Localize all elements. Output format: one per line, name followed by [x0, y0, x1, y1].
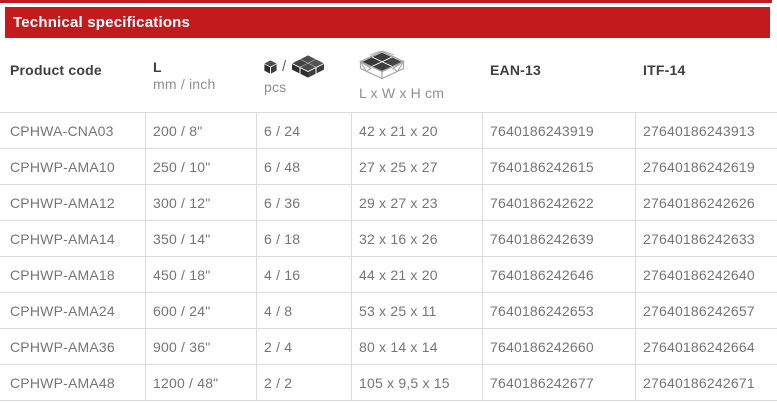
ean13-label: EAN-13 [490, 62, 541, 78]
cube-icon [264, 59, 277, 74]
cell-product-code: CPHWP-AMA36 [0, 329, 146, 364]
cell-length: 250 / 10" [146, 149, 257, 184]
itf14-label: ITF-14 [643, 62, 686, 78]
column-header-pcs: / pcs [257, 38, 352, 112]
cell-itf14: 27640186242640 [643, 266, 755, 283]
cell-ean13: 7640186242615 [483, 149, 636, 184]
cell-ean13: 7640186242622 [483, 185, 636, 220]
carton-icon-wrap: L x W x H cm [359, 49, 483, 101]
cell-length: 600 / 24" [146, 293, 257, 328]
table-row: CPHWP-AMA24 600 / 24" 4 / 8 53 x 25 x 11… [0, 293, 777, 329]
table-row: CPHWP-AMA14 350 / 14" 6 / 18 32 x 16 x 2… [0, 221, 777, 257]
cell-product-code: CPHWA-CNA03 [0, 113, 146, 148]
length-label: L [153, 58, 162, 75]
cell-dimensions: 105 x 9,5 x 15 [352, 365, 483, 400]
open-box-icon [359, 49, 405, 84]
cell-product-code: CPHWP-AMA14 [0, 221, 146, 256]
table-row: CPHWP-AMA10 250 / 10" 6 / 48 27 x 25 x 2… [0, 149, 777, 185]
cell-ean13: 7640186242660 [483, 329, 636, 364]
cell-ean13: 7640186242646 [483, 257, 636, 292]
cell-itf14: 27640186242657 [643, 302, 755, 319]
table-header-row: Product code L mm / inch / [0, 38, 777, 113]
cell-dimensions: 44 x 21 x 20 [352, 257, 483, 292]
column-header-carton: L x W x H cm [352, 38, 483, 112]
table-row: CPHWP-AMA12 300 / 12" 6 / 36 29 x 27 x 2… [0, 185, 777, 221]
cell-pcs: 2 / 4 [257, 329, 352, 364]
cell-ean13: 7640186243919 [483, 113, 636, 148]
pcs-separator: / [282, 58, 287, 75]
cell-itf14: 27640186242664 [643, 338, 755, 355]
cell-pcs: 2 / 2 [257, 365, 352, 400]
cell-pcs: 6 / 24 [257, 113, 352, 148]
multi-cube-icon [291, 55, 325, 78]
cell-itf14: 27640186242671 [643, 374, 755, 391]
cell-product-code: CPHWP-AMA48 [0, 365, 146, 400]
top-accent-line [0, 0, 772, 3]
table-row: CPHWP-AMA36 900 / 36" 2 / 4 80 x 14 x 14… [0, 329, 777, 365]
cell-itf14: 27640186243913 [643, 122, 755, 139]
cell-length: 450 / 18" [146, 257, 257, 292]
cell-length: 1200 / 48" [146, 365, 257, 400]
cell-itf14: 27640186242633 [643, 230, 755, 247]
table-row: CPHWP-AMA18 450 / 18" 4 / 16 44 x 21 x 2… [0, 257, 777, 293]
cell-dimensions: 29 x 27 x 23 [352, 185, 483, 220]
cell-dimensions: 32 x 16 x 26 [352, 221, 483, 256]
section-header-bar: Technical specifications [5, 7, 770, 38]
table-row: CPHWA-CNA03 200 / 8" 6 / 24 42 x 21 x 20… [0, 113, 777, 149]
cell-dimensions: 42 x 21 x 20 [352, 113, 483, 148]
cell-product-code: CPHWP-AMA24 [0, 293, 146, 328]
cell-product-code: CPHWP-AMA12 [0, 185, 146, 220]
cell-pcs: 6 / 48 [257, 149, 352, 184]
cell-dimensions: 53 x 25 x 11 [352, 293, 483, 328]
column-header-itf14: ITF-14 [636, 38, 777, 112]
cell-ean13: 7640186242639 [483, 221, 636, 256]
cell-itf14: 27640186242626 [643, 194, 755, 211]
cell-product-code: CPHWP-AMA18 [0, 257, 146, 292]
cell-pcs: 6 / 36 [257, 185, 352, 220]
cell-dimensions: 80 x 14 x 14 [352, 329, 483, 364]
cell-product-code: CPHWP-AMA10 [0, 149, 146, 184]
cell-dimensions: 27 x 25 x 27 [352, 149, 483, 184]
cell-length: 900 / 36" [146, 329, 257, 364]
cell-pcs: 4 / 8 [257, 293, 352, 328]
cell-ean13: 7640186242653 [483, 293, 636, 328]
product-code-label: Product code [10, 62, 102, 78]
carton-sublabel: L x W x H cm [359, 84, 445, 101]
cell-ean13: 7640186242677 [483, 365, 636, 400]
column-header-product-code: Product code [0, 38, 146, 112]
length-sublabel: mm / inch [153, 75, 216, 92]
cell-itf14: 27640186242619 [643, 158, 755, 175]
section-title: Technical specifications [13, 14, 191, 31]
cell-length: 300 / 12" [146, 185, 257, 220]
cell-pcs: 4 / 16 [257, 257, 352, 292]
column-header-length: L mm / inch [146, 38, 257, 112]
pcs-sublabel: pcs [264, 79, 287, 95]
column-header-ean13: EAN-13 [483, 38, 636, 112]
table-row: CPHWP-AMA48 1200 / 48" 2 / 2 105 x 9,5 x… [0, 365, 777, 401]
cell-length: 200 / 8" [146, 113, 257, 148]
spec-table: Product code L mm / inch / [0, 38, 777, 401]
cell-length: 350 / 14" [146, 221, 257, 256]
pcs-icons: / [264, 55, 352, 78]
cell-pcs: 6 / 18 [257, 221, 352, 256]
